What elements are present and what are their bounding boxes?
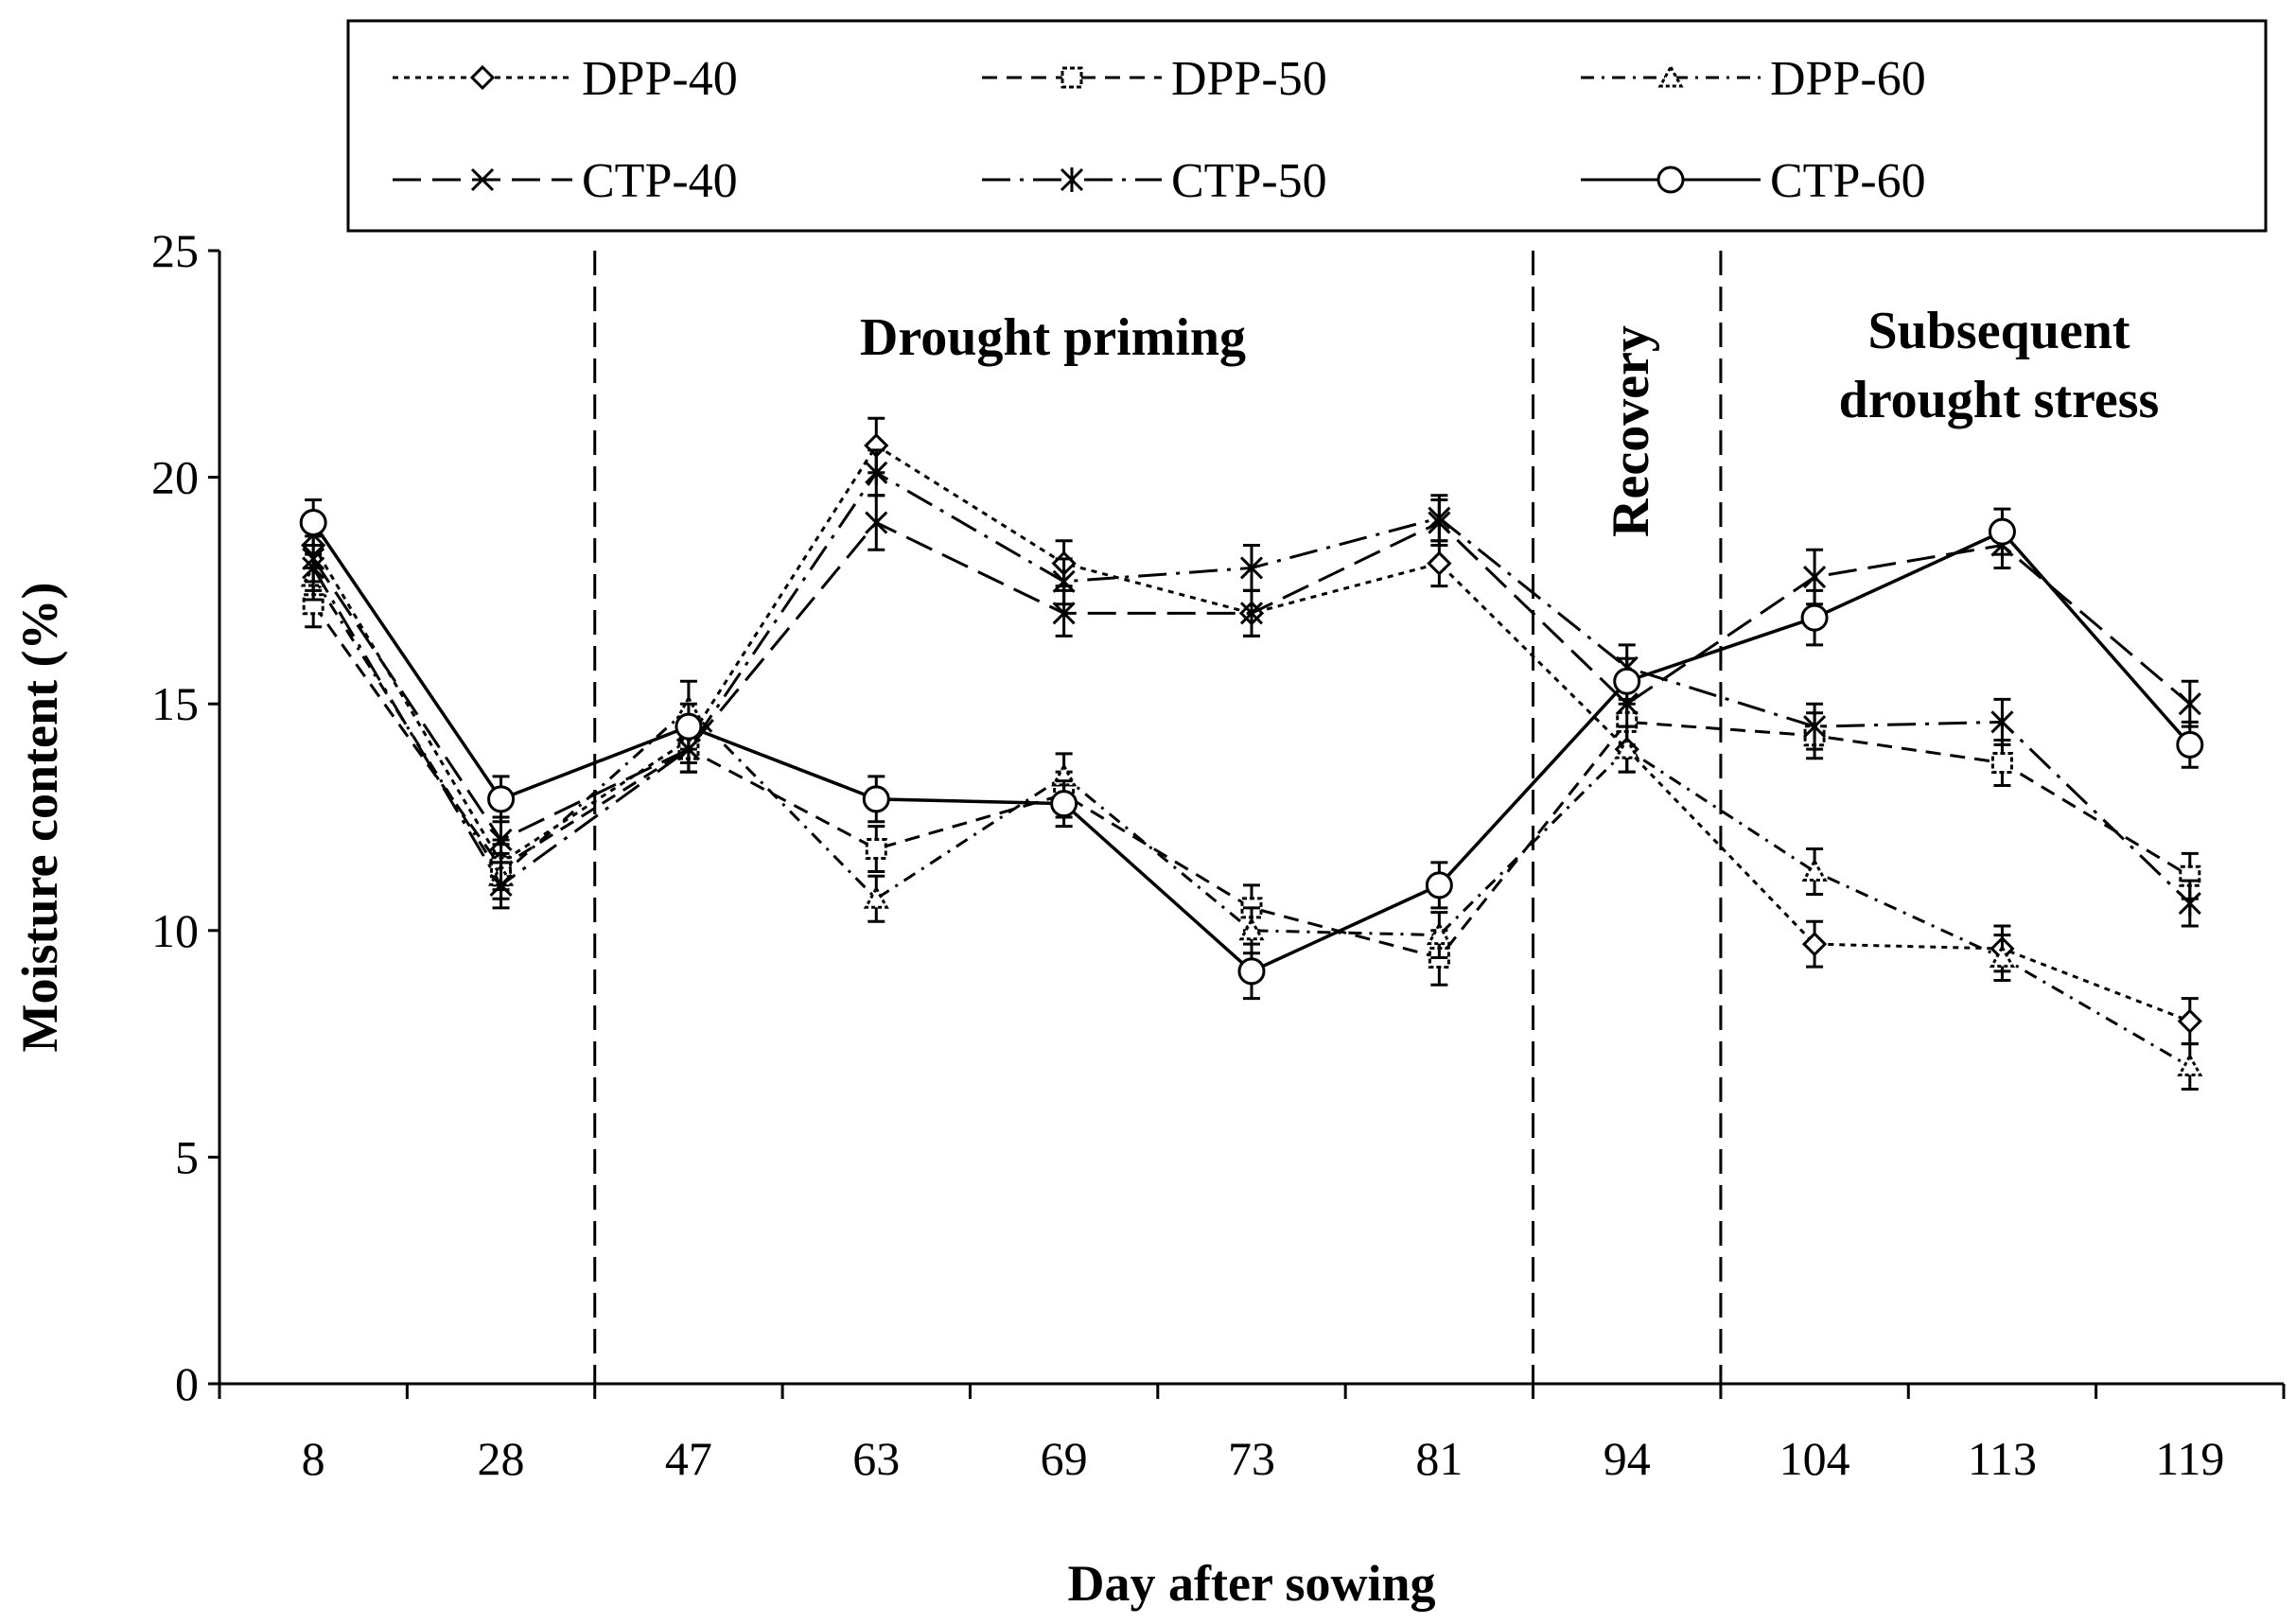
x-tick-label: 8 — [302, 1432, 325, 1485]
point-ctp-50 — [1239, 555, 1264, 581]
y-tick-label: 15 — [151, 677, 199, 730]
point-ctp-50 — [302, 555, 325, 581]
annotation-subsequent-line2: drought stress — [1839, 371, 2160, 429]
phase-dividers — [593, 251, 1723, 1384]
legend-marker-ctp-50 — [1060, 167, 1084, 192]
y-tick-label: 5 — [175, 1130, 199, 1183]
point-dpp-60 — [2177, 1053, 2203, 1077]
legend-box — [346, 19, 2268, 233]
x-tick-label: 47 — [665, 1432, 712, 1485]
point-ctp-60 — [2176, 730, 2204, 759]
series-group — [299, 416, 2204, 1091]
legend-label-ctp-60: CTP-60 — [1770, 154, 1926, 208]
x-tick-label: 73 — [1228, 1432, 1275, 1485]
point-dpp-60 — [1426, 921, 1452, 946]
point-dpp-60 — [1989, 944, 2015, 969]
legend: DPP-40 DPP-50 DPP-60 CTP-40 CTP-50 CTP-60 — [393, 52, 1926, 208]
annotation-subsequent-line1: Subsequent — [1867, 302, 2129, 360]
legend-entry-dpp-40: DPP-40 — [393, 52, 738, 106]
y-ticks: 0 5 10 15 20 25 — [151, 224, 219, 1410]
annotation-recovery: Recovery — [1602, 325, 1660, 537]
legend-entry-dpp-50: DPP-50 — [982, 52, 1327, 106]
legend-marker-dpp-60 — [1657, 63, 1684, 88]
series-line-dpp-60 — [311, 576, 2191, 1068]
point-dpp-60 — [1801, 858, 1828, 882]
legend-marker-ctp-40 — [470, 167, 495, 192]
series-line-dpp-40 — [311, 443, 2191, 1023]
legend-marker-dpp-40 — [469, 64, 496, 91]
point-ctp-50 — [489, 872, 513, 898]
series-ctp-50 — [302, 448, 2201, 928]
point-ctp-60 — [1613, 667, 1641, 695]
x-tick-label: 81 — [1415, 1432, 1463, 1485]
x-ticks: 8 28 47 63 69 73 81 94 104 113 119 — [218, 1384, 2286, 1485]
point-ctp-50 — [1990, 709, 2014, 735]
point-ctp-40 — [2178, 692, 2201, 716]
point-ctp-50 — [865, 460, 888, 485]
x-tick-label: 104 — [1779, 1432, 1850, 1485]
point-ctp-60 — [1050, 790, 1078, 818]
point-dpp-60 — [1238, 917, 1265, 941]
legend-label-dpp-50: DPP-50 — [1171, 52, 1327, 106]
legend-label-dpp-60: DPP-60 — [1770, 52, 1926, 106]
point-ctp-60 — [862, 785, 890, 813]
point-ctp-50 — [1428, 505, 1451, 531]
point-dpp-40 — [2177, 1008, 2202, 1034]
point-ctp-60 — [1237, 957, 1266, 986]
series-ctp-60 — [299, 498, 2204, 1001]
point-dpp-40 — [1801, 932, 1828, 957]
point-dpp-50 — [865, 838, 887, 861]
legend-marker-ctp-60 — [1656, 166, 1685, 194]
point-dpp-40 — [1427, 550, 1452, 576]
y-tick-label: 10 — [151, 904, 199, 957]
legend-label-ctp-40: CTP-40 — [582, 154, 738, 208]
point-ctp-60 — [675, 712, 703, 741]
legend-entry-ctp-40: CTP-40 — [393, 154, 738, 208]
annotation-drought-priming: Drought priming — [860, 308, 1246, 367]
y-axis-title: Moisture content (%) — [11, 583, 68, 1053]
y-tick-label: 20 — [151, 451, 199, 504]
point-dpp-60 — [1614, 736, 1640, 760]
x-tick-label: 63 — [852, 1432, 900, 1485]
legend-label-dpp-40: DPP-40 — [582, 52, 738, 106]
point-dpp-50 — [1990, 751, 2013, 774]
point-ctp-60 — [1988, 517, 2016, 546]
y-tick-label: 25 — [151, 224, 199, 277]
legend-label-ctp-50: CTP-50 — [1171, 154, 1327, 208]
y-tick-label: 0 — [175, 1357, 199, 1410]
point-ctp-40 — [489, 828, 513, 852]
point-dpp-60 — [863, 885, 889, 909]
point-ctp-50 — [2178, 891, 2201, 917]
series-line-dpp-50 — [311, 602, 2191, 960]
point-ctp-60 — [1800, 603, 1829, 632]
legend-entry-ctp-60: CTP-60 — [1581, 154, 1926, 208]
point-ctp-40 — [865, 511, 888, 534]
point-ctp-40 — [1052, 602, 1076, 625]
point-ctp-60 — [1425, 871, 1453, 899]
x-tick-label: 113 — [1968, 1432, 2037, 1485]
point-ctp-40 — [1239, 602, 1264, 625]
x-tick-label: 69 — [1041, 1432, 1088, 1485]
legend-entry-dpp-60: DPP-60 — [1581, 52, 1926, 106]
point-ctp-60 — [487, 785, 516, 813]
x-tick-label: 28 — [478, 1432, 525, 1485]
x-tick-label: 119 — [2155, 1432, 2224, 1485]
legend-entry-ctp-50: CTP-50 — [982, 154, 1327, 208]
x-axis-title: Day after sowing — [1068, 1555, 1436, 1612]
point-ctp-60 — [299, 509, 327, 537]
point-ctp-50 — [1052, 568, 1076, 594]
point-ctp-40 — [1803, 565, 1827, 589]
x-tick-label: 94 — [1604, 1432, 1651, 1485]
point-ctp-50 — [1803, 714, 1827, 740]
legend-marker-dpp-50 — [1060, 66, 1083, 89]
